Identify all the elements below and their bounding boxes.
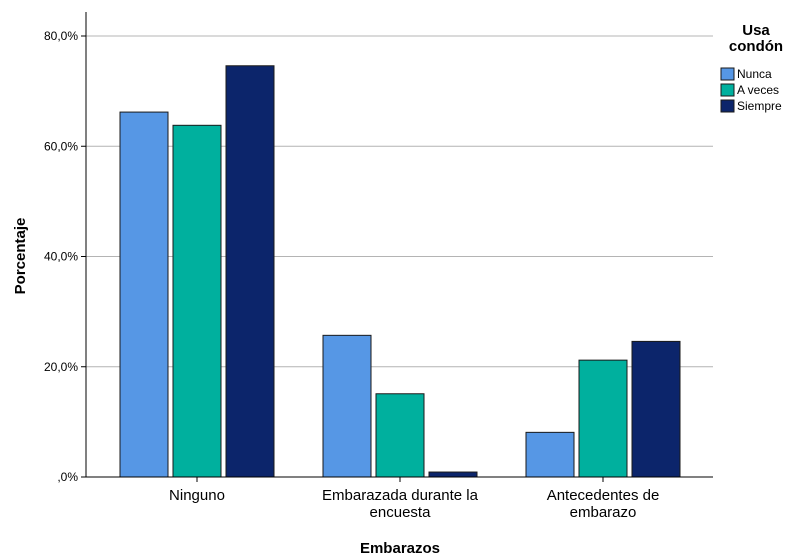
legend-item-label: Nunca (737, 67, 772, 81)
bar (322, 334, 372, 478)
y-tick-label: ,0% (57, 470, 78, 484)
bar (428, 471, 478, 478)
y-tick-label: 40,0% (44, 250, 78, 264)
x-tick-label: Ninguno (169, 487, 225, 504)
x-tick-label: Embarazada durante la (322, 487, 479, 504)
bar (172, 124, 222, 478)
bars (119, 65, 681, 478)
bar (631, 340, 681, 478)
y-axis-title: Porcentaje (12, 218, 29, 295)
legend-item-label: Siempre (737, 99, 782, 113)
y-tick-label: 20,0% (44, 360, 78, 374)
labels: ,0% 20,0% 40,0% 60,0% 80,0% Ninguno Embarazada… (12, 29, 659, 557)
axes (81, 12, 713, 482)
legend-swatch (720, 99, 735, 113)
bar (119, 111, 169, 478)
bar (225, 65, 275, 478)
bar (578, 359, 628, 478)
bar (375, 393, 425, 478)
legend-swatch (720, 83, 735, 97)
legend-item-label: A veces (737, 83, 779, 97)
legend-swatch (720, 67, 735, 81)
y-tick-label: 80,0% (44, 29, 78, 43)
bar (525, 431, 575, 478)
x-axis-title: Embarazos (360, 540, 440, 557)
legend-title: Usa (742, 22, 770, 39)
x-tick-label: Antecedentes de (547, 487, 660, 504)
legend-title: condón (729, 38, 783, 55)
x-tick-label: embarazo (570, 504, 637, 521)
x-tick-label: encuesta (370, 504, 432, 521)
y-tick-label: 60,0% (44, 139, 78, 153)
